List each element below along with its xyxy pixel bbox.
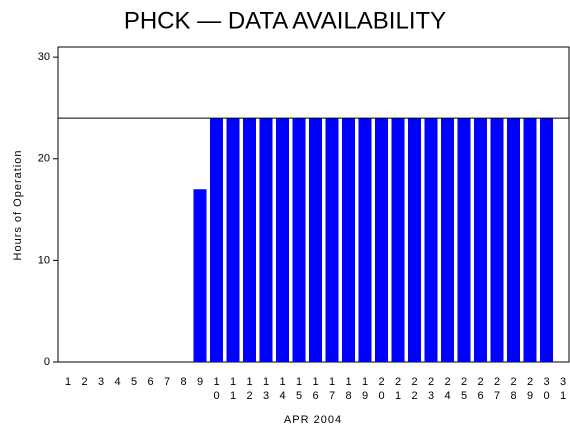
bar [325, 118, 339, 363]
x-tick-label: 2 [81, 376, 87, 388]
y-axis-label: Hours of Operation [12, 150, 24, 261]
bar [424, 118, 438, 363]
y-tick-label: 10 [38, 254, 50, 266]
x-axis-label: APR 2004 [284, 414, 342, 426]
bar [226, 118, 240, 363]
bar [375, 118, 388, 363]
bar [507, 118, 520, 363]
x-tick-label: 9 [197, 376, 203, 388]
x-tick-label: 5 [131, 376, 137, 388]
x-tick-label: 8 [180, 376, 186, 388]
x-tick-label: 7 [164, 376, 170, 388]
y-tick-label: 0 [44, 356, 50, 368]
chart-title: PHCK — DATA AVAILABILITY [124, 7, 446, 34]
bar [408, 118, 421, 363]
bar [358, 118, 372, 363]
x-tick-label: 4 [114, 376, 120, 388]
bar [540, 118, 553, 363]
x-tick-label: 1 [65, 376, 71, 388]
bar [490, 118, 504, 363]
bar [193, 189, 207, 362]
bar [243, 118, 256, 363]
bar [474, 118, 487, 363]
bar [292, 118, 306, 363]
y-tick-label: 30 [38, 51, 50, 63]
bar [523, 118, 537, 363]
bar [210, 118, 223, 363]
bar [259, 118, 273, 363]
bar [457, 118, 471, 363]
x-tick-label: 3 [98, 376, 104, 388]
bar [391, 118, 405, 363]
bar [309, 118, 322, 363]
bar [276, 118, 289, 363]
x-tick-label: 6 [147, 376, 153, 388]
y-tick-label: 20 [38, 153, 50, 165]
bar [441, 118, 454, 363]
bar [342, 118, 355, 363]
